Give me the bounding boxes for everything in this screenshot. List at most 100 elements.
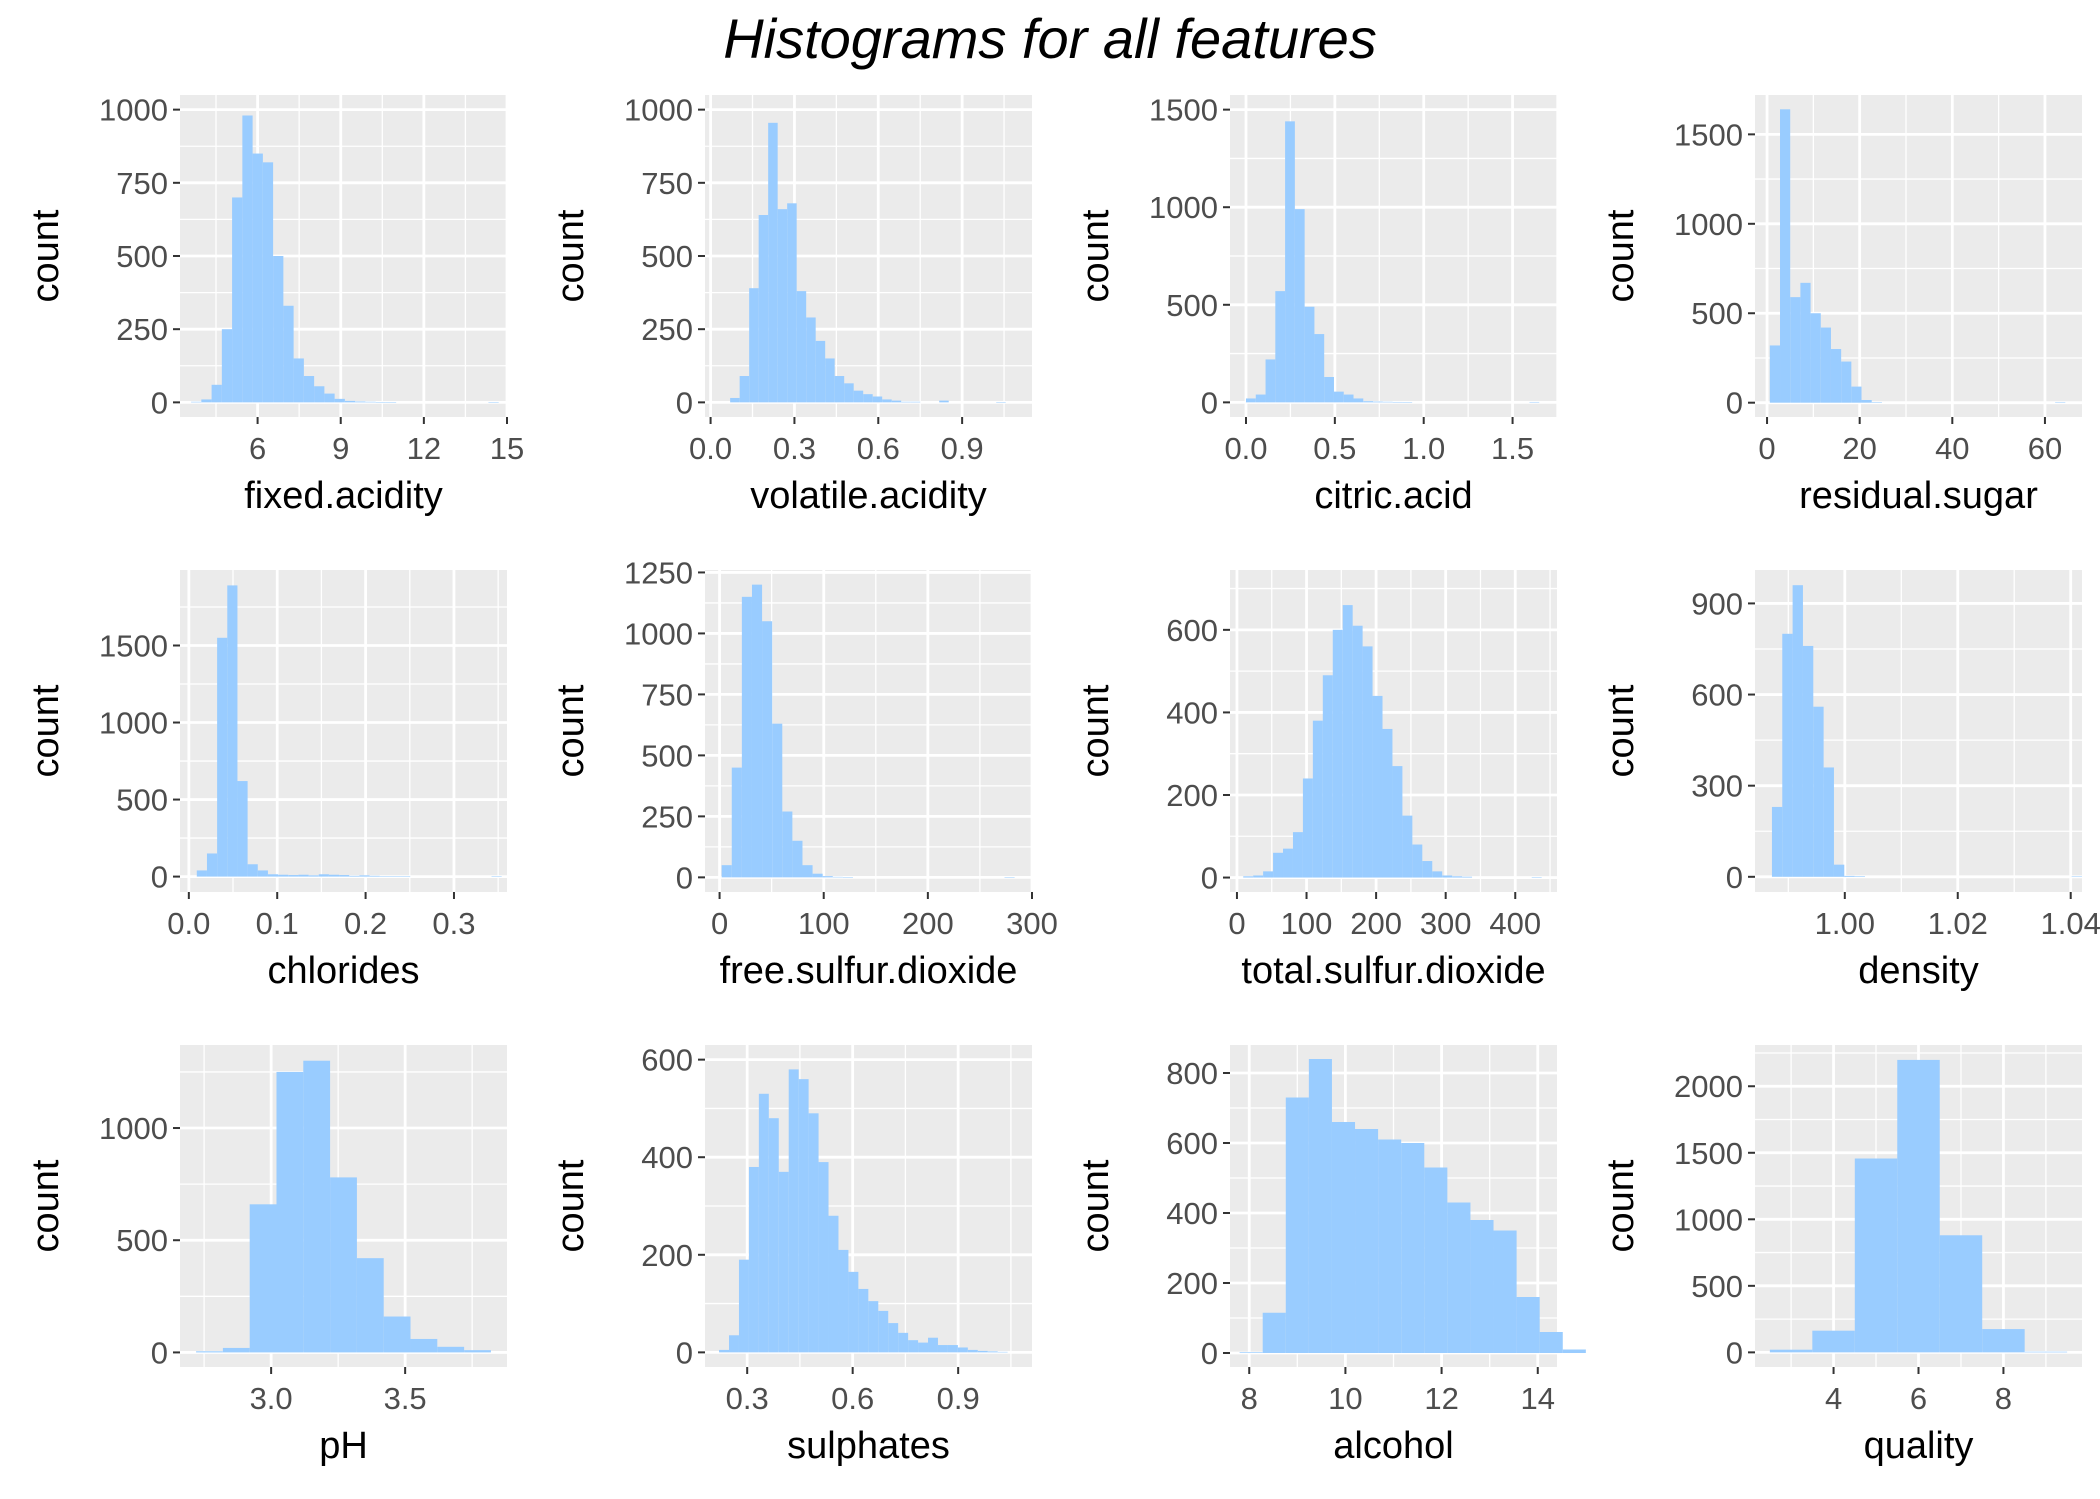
y-tick-label: 1250 — [624, 555, 693, 590]
histogram-bar — [838, 1249, 849, 1353]
histogram-bar — [1285, 1097, 1309, 1353]
histogram-bar — [768, 122, 778, 403]
histogram-panel-residual-sugar: 0 500 1000 1500 0 20 40 60 residual.sugar count — [1600, 95, 2082, 517]
histogram-bar — [1333, 391, 1344, 403]
histogram-bar — [758, 1093, 769, 1353]
histogram-bar — [1539, 1332, 1563, 1353]
x-tick-label: 3.5 — [384, 1381, 427, 1416]
histogram-bar — [334, 398, 345, 403]
x-axis-label: free.sulfur.dioxide — [720, 950, 1018, 992]
histogram-bar — [276, 1071, 304, 1353]
histogram-bar — [818, 1162, 829, 1353]
y-tick-label: 0 — [151, 1335, 168, 1370]
histogram-bar — [1769, 345, 1781, 403]
histogram-bar — [330, 1177, 357, 1353]
x-tick-label: 14 — [1521, 1381, 1555, 1416]
histogram-bar — [1830, 349, 1842, 403]
histogram-bar — [738, 1259, 749, 1353]
y-axis-label: count — [550, 209, 592, 302]
histogram-bar — [383, 1316, 411, 1353]
histogram-panel-volatile-acidity: 0 250 500 750 1000 0.0 0.3 0.6 0.9 volatile.acidi… — [550, 93, 1032, 517]
x-tick-label: 0.3 — [726, 1381, 769, 1416]
histogram-bar — [1382, 401, 1393, 403]
histogram-bar — [1792, 585, 1803, 877]
y-tick-label: 1500 — [1674, 117, 1743, 152]
histogram-bar — [947, 1345, 958, 1353]
x-tick-label: 8 — [1995, 1381, 2012, 1416]
histogram-bar — [1493, 1230, 1517, 1353]
histogram-bar — [1833, 864, 1845, 877]
histogram-bar — [788, 1069, 799, 1353]
histogram-bar — [2071, 876, 2082, 878]
y-tick-label: 0 — [1201, 1336, 1218, 1371]
y-tick-label: 500 — [1691, 1269, 1743, 1304]
x-tick-label: 0.6 — [831, 1381, 874, 1416]
x-tick-label: 0 — [1758, 431, 1775, 466]
histogram-bar — [987, 1351, 998, 1353]
x-tick-label: 0.3 — [432, 906, 475, 941]
histogram-bar — [298, 874, 309, 877]
x-axis-label: residual.sugar — [1799, 475, 2038, 517]
histogram-bar — [349, 875, 360, 877]
y-tick-label: 0 — [1201, 861, 1218, 896]
histogram-bar — [1378, 1139, 1402, 1353]
figure-title: Histograms for all features — [723, 7, 1377, 70]
histogram-bar — [888, 1323, 899, 1353]
histogram-bar — [1782, 633, 1793, 877]
histogram-bar — [1447, 1202, 1471, 1353]
x-tick-label: 400 — [1489, 906, 1541, 941]
y-tick-label: 0 — [1726, 860, 1743, 895]
histogram-bar — [1871, 402, 1882, 403]
histogram-bar — [303, 376, 315, 403]
histogram-bar — [1939, 1235, 1983, 1353]
x-tick-label: 100 — [798, 906, 850, 941]
y-axis-label: count — [550, 1159, 592, 1252]
y-axis-label: count — [25, 684, 67, 777]
histogram-panel-quality: 0 500 1000 1500 2000 4 6 8 quality count — [1600, 1045, 2082, 1467]
histogram-bar — [751, 584, 763, 878]
histogram-bar — [1531, 877, 1542, 878]
x-tick-label: 8 — [1241, 1381, 1258, 1416]
histogram-bar — [1823, 767, 1834, 877]
histogram-bar — [1265, 359, 1276, 403]
histogram-bar — [1854, 1158, 1898, 1353]
histogram-bar — [1982, 1329, 2025, 1353]
y-tick-label: 1000 — [1674, 207, 1743, 242]
histogram-panel-total-sulfur-dioxide: 0 200 400 600 0 100 200 300 400 total.sulfur.diox… — [1075, 570, 1557, 992]
histogram-bar — [891, 400, 902, 403]
histogram-bar — [288, 875, 299, 877]
histogram-bar — [901, 401, 911, 403]
histogram-bar — [731, 767, 742, 878]
histogram-bar — [787, 203, 797, 403]
histogram-bar — [356, 1258, 384, 1353]
y-tick-label: 500 — [641, 738, 693, 773]
x-tick-label: 10 — [1328, 1381, 1362, 1416]
histogram-bar — [2024, 1351, 2068, 1353]
histogram-bar — [967, 1349, 978, 1353]
histogram-bar — [1004, 877, 1015, 878]
y-tick-label: 250 — [641, 312, 693, 347]
histogram-bar — [1312, 720, 1323, 878]
histogram-bar — [389, 876, 401, 877]
histogram-bar — [1294, 209, 1305, 403]
histogram-bar — [928, 1337, 938, 1353]
histogram-bar — [908, 1340, 919, 1353]
histogram-bar — [314, 386, 325, 403]
histogram-bar — [1362, 646, 1373, 878]
histogram-bar — [217, 637, 228, 877]
histogram-bar — [222, 1347, 250, 1353]
histogram-bar — [400, 876, 411, 877]
x-tick-label: 0.2 — [344, 906, 387, 941]
histogram-bar — [1462, 876, 1473, 878]
y-tick-label: 0 — [1726, 1335, 1743, 1370]
histogram-bar — [303, 1060, 331, 1353]
histogram-bar — [1322, 675, 1333, 878]
histogram-bar — [201, 399, 212, 403]
x-tick-label: 1.0 — [1402, 431, 1445, 466]
histogram-bar — [2055, 402, 2066, 404]
histogram-bar — [211, 384, 222, 403]
histogram-bar — [1382, 728, 1393, 878]
x-tick-label: 6 — [249, 431, 266, 466]
y-tick-label: 0 — [676, 860, 693, 895]
histogram-bar — [278, 874, 289, 877]
